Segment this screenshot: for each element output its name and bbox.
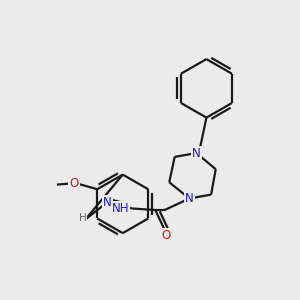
Text: O: O [161, 229, 171, 242]
Text: N: N [192, 146, 201, 160]
Text: N: N [185, 192, 194, 205]
Text: H: H [79, 213, 86, 223]
Text: N: N [103, 196, 112, 209]
Text: O: O [69, 177, 79, 190]
Text: NH: NH [112, 202, 129, 215]
